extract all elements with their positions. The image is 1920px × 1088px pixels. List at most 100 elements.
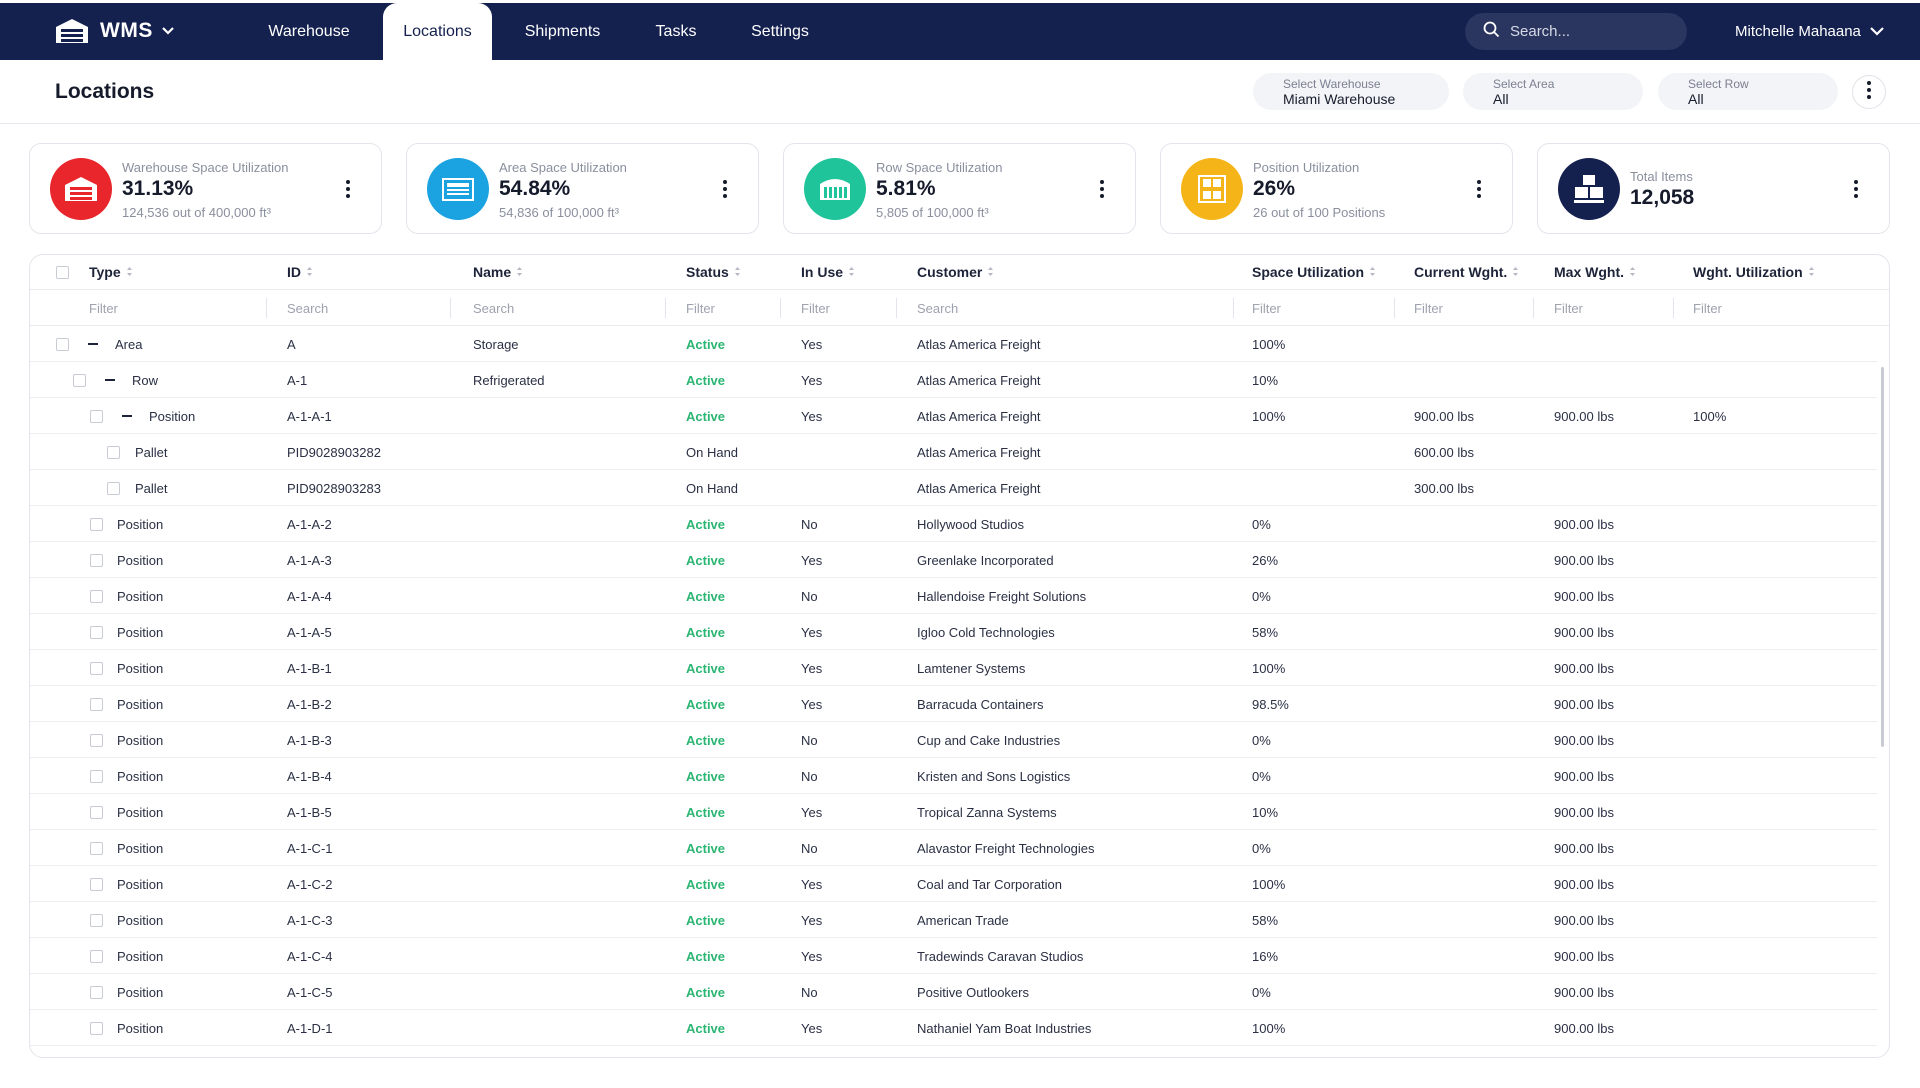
row-checkbox[interactable] <box>107 482 120 495</box>
row-checkbox[interactable] <box>90 698 103 711</box>
card-more-button[interactable] <box>720 176 730 202</box>
cell-id: A-1-A-1 <box>287 409 332 424</box>
table-row[interactable]: Position A-1-B-2 Active Yes Barracuda Contai… <box>30 686 1877 722</box>
page-more-button[interactable] <box>1852 75 1886 109</box>
filter-in-use[interactable] <box>801 297 921 319</box>
column-header-in-use[interactable]: In Use <box>801 264 855 280</box>
filter-customer[interactable] <box>917 297 1037 319</box>
table-row[interactable]: Position A-1-B-4 Active No Kristen and Sons … <box>30 758 1877 794</box>
filter-status[interactable] <box>686 297 806 319</box>
row-checkbox[interactable] <box>90 914 103 927</box>
row-checkbox[interactable] <box>56 338 69 351</box>
row-checkbox[interactable] <box>90 770 103 783</box>
cell-status: Active <box>686 877 726 892</box>
table-row[interactable]: Position A-1-A-5 Active Yes Igloo Cold Techn… <box>30 614 1877 650</box>
column-header-customer[interactable]: Customer <box>917 264 994 280</box>
table-row[interactable]: Position A-1-A-2 Active No Hollywood Studios… <box>30 506 1877 542</box>
row-checkbox[interactable] <box>90 554 103 567</box>
row-checkbox[interactable] <box>90 806 103 819</box>
row-select[interactable]: Select Row All <box>1658 73 1838 110</box>
column-header-id[interactable]: ID <box>287 264 313 280</box>
row-checkbox[interactable] <box>90 410 103 423</box>
card-more-button[interactable] <box>343 176 353 202</box>
table-row[interactable]: Position A-1-C-5 Active No Positive Outlooke… <box>30 974 1877 1010</box>
row-checkbox[interactable] <box>90 842 103 855</box>
column-header-type[interactable]: Type <box>89 264 133 280</box>
row-checkbox[interactable] <box>90 734 103 747</box>
table-row[interactable]: Position A-1-A-3 Active Yes Greenlake Incorp… <box>30 542 1877 578</box>
global-search[interactable] <box>1465 13 1687 50</box>
column-header-current-weight[interactable]: Current Wght. <box>1414 264 1519 280</box>
cell-space-utilization: 26% <box>1252 553 1279 568</box>
tab-tasks[interactable]: Tasks <box>655 23 697 40</box>
cell-in-use: No <box>801 733 818 748</box>
filter-id[interactable] <box>287 297 407 319</box>
cell-customer: Hollywood Studios <box>917 517 1024 532</box>
select-all-checkbox[interactable] <box>56 266 69 279</box>
column-header-space-utilization[interactable]: Space Utilization <box>1252 264 1376 280</box>
table-row[interactable]: Pallet PID9028903282 On Hand Atlas America … <box>30 434 1877 470</box>
card-more-button[interactable] <box>1097 176 1107 202</box>
card-subtext: 54,836 of 100,000 ft³ <box>499 205 619 220</box>
cell-status: Active <box>686 805 726 820</box>
boxes-icon <box>1558 158 1620 220</box>
column-header-name[interactable]: Name <box>473 264 523 280</box>
cell-id: A-1-B-1 <box>287 661 332 676</box>
row-checkbox[interactable] <box>90 590 103 603</box>
collapse-icon[interactable] <box>122 415 132 417</box>
filter-name[interactable] <box>473 297 593 319</box>
sort-icon <box>516 264 523 280</box>
row-checkbox[interactable] <box>90 1022 103 1035</box>
table-scrollbar[interactable] <box>1881 367 1884 747</box>
table-row[interactable]: Position A-1-A-1 Active Yes Atlas America Fr… <box>30 398 1877 434</box>
card-more-button[interactable] <box>1474 176 1484 202</box>
column-header-status[interactable]: Status <box>686 264 741 280</box>
row-checkbox[interactable] <box>73 374 86 387</box>
table-row[interactable]: Position A-1-C-3 Active Yes American Trade 58… <box>30 902 1877 938</box>
row-checkbox[interactable] <box>90 626 103 639</box>
warehouse-select[interactable]: Select Warehouse Miami Warehouse <box>1253 73 1449 110</box>
collapse-icon[interactable] <box>88 343 98 345</box>
cell-id: A <box>287 337 296 352</box>
search-input[interactable] <box>1510 23 1680 40</box>
filter-current-weight[interactable] <box>1414 297 1534 319</box>
area-select[interactable]: Select Area All <box>1463 73 1643 110</box>
tab-shipments[interactable]: Shipments <box>524 23 601 40</box>
user-menu[interactable]: Mitchelle Mahaana <box>1735 3 1885 60</box>
row-checkbox[interactable] <box>107 446 120 459</box>
row-checkbox[interactable] <box>90 878 103 891</box>
row-checkbox[interactable] <box>90 950 103 963</box>
chevron-down-icon <box>1861 3 1885 60</box>
table-row[interactable]: Position A-1-A-4 Active No Hallendoise Freig… <box>30 578 1877 614</box>
tab-locations[interactable]: Locations <box>383 3 492 60</box>
row-checkbox[interactable] <box>90 662 103 675</box>
column-header-max-weight[interactable]: Max Wght. <box>1554 264 1636 280</box>
card-more-button[interactable] <box>1851 176 1861 202</box>
table-row[interactable]: Row A-1 Refrigerated Active Yes Atlas America… <box>30 362 1877 398</box>
table-row[interactable]: Position A-1-C-2 Active Yes Coal and Tar Cor… <box>30 866 1877 902</box>
table-row[interactable]: Position A-1-D-1 Active Yes Nathaniel Yam Bo… <box>30 1010 1877 1046</box>
table-row[interactable]: Position A-1-B-1 Active Yes Lamtener Systems… <box>30 650 1877 686</box>
filter-type[interactable] <box>89 297 209 319</box>
tab-settings[interactable]: Settings <box>751 23 809 40</box>
cell-type: Position <box>117 517 164 532</box>
row-checkbox[interactable] <box>90 986 103 999</box>
column-header-weight-utilization[interactable]: Wght. Utilization <box>1693 264 1815 280</box>
tab-warehouse[interactable]: Warehouse <box>268 23 350 40</box>
app-switcher[interactable]: WMS <box>54 18 175 44</box>
column-title: ID <box>287 264 301 280</box>
filter-weight-utilization[interactable] <box>1693 297 1813 319</box>
collapse-icon[interactable] <box>105 379 115 381</box>
table-row[interactable]: Position A-1-B-3 Active No Cup and Cake Indu… <box>30 722 1877 758</box>
card-label: Row Space Utilization <box>876 160 1003 175</box>
row-checkbox[interactable] <box>90 518 103 531</box>
table-row[interactable]: Position A-1-C-4 Active Yes Tradewinds Carav… <box>30 938 1877 974</box>
filter-space-utilization[interactable] <box>1252 297 1372 319</box>
table-row[interactable]: Area A Storage Active Yes Atlas America Freig… <box>30 326 1877 362</box>
table-row[interactable]: Position A-1-B-5 Active Yes Tropical Zanna S… <box>30 794 1877 830</box>
filter-max-weight[interactable] <box>1554 297 1674 319</box>
table-row[interactable]: Pallet PID9028903283 On Hand Atlas America … <box>30 470 1877 506</box>
cell-id: A-1-B-4 <box>287 769 332 784</box>
table-row[interactable]: Position A-1-C-1 Active No Alavastor Freight… <box>30 830 1877 866</box>
cell-max-weight: 900.00 lbs <box>1554 409 1614 424</box>
